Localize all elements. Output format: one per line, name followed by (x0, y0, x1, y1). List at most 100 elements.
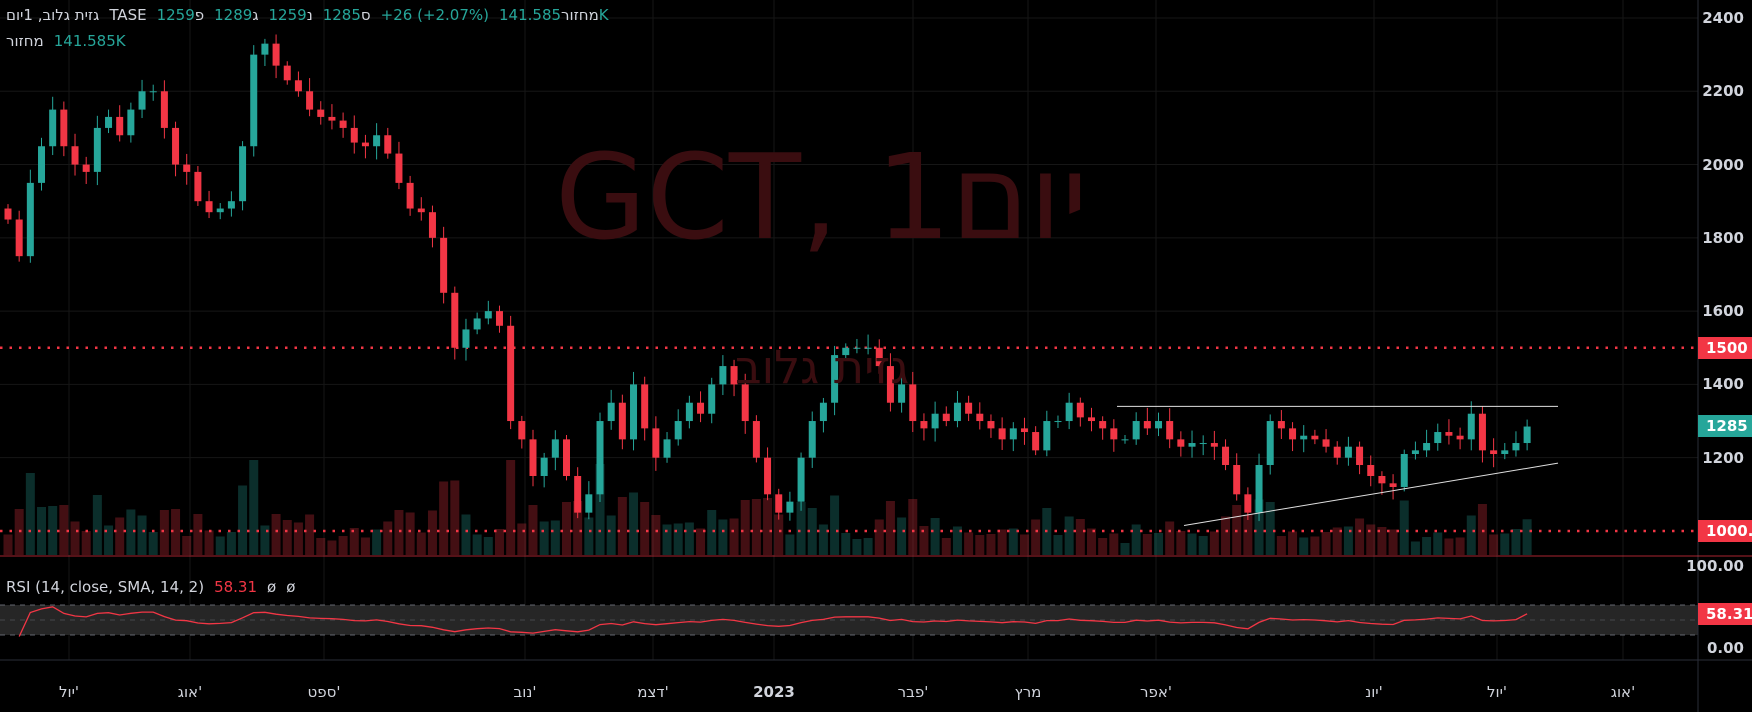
candle-body (1490, 450, 1498, 455)
volume-bar (70, 521, 80, 555)
volume-bar (416, 532, 426, 555)
rsi-value-tag: 58.31 (1698, 603, 1752, 625)
volume-bar (405, 512, 415, 555)
volume-bar (930, 518, 940, 555)
volume-bar (1288, 531, 1298, 555)
volume-bar (394, 510, 404, 555)
candle-body (1300, 435, 1308, 440)
volume-bar (807, 508, 817, 555)
volume-bar (1187, 533, 1197, 555)
candles (4, 34, 1531, 522)
candle-body (831, 355, 839, 403)
volume-bar (651, 515, 661, 555)
symbol-legend[interactable]: גזית גלוב, 1יום TASE 1259פ 1289ג 1259נ 1… (6, 6, 609, 24)
candle-body (361, 142, 369, 147)
candle-body (205, 201, 213, 213)
candle-body (797, 457, 805, 502)
candle-body (272, 43, 280, 66)
volume-bar (606, 515, 616, 555)
candle-body (105, 116, 113, 128)
candle-body (842, 347, 850, 356)
volume-bar (1299, 537, 1309, 555)
open-label: פ (194, 6, 205, 24)
volume-bar (215, 536, 225, 555)
symbol-title[interactable]: גזית גלוב, 1יום (6, 6, 100, 24)
volume-bar (1410, 541, 1420, 555)
volume-bar (1176, 531, 1186, 555)
volume-bar (1086, 528, 1096, 555)
rsi-legend[interactable]: RSI (14, close, SMA, 14, 2) 58.31 ø ø (6, 578, 295, 596)
volume-bar (1142, 534, 1152, 555)
candle-body (1132, 421, 1140, 440)
rsi-axis-0: 0.00 (1706, 639, 1744, 657)
volume-bar (785, 534, 795, 555)
volume-bar (539, 521, 549, 555)
candle-body (1356, 446, 1364, 466)
volume-bar (104, 525, 114, 555)
volume-bar (327, 540, 337, 555)
candle-body (484, 311, 492, 319)
volume-bar (249, 460, 259, 555)
volume-bar (59, 505, 69, 555)
volume-bar (964, 532, 974, 555)
volume-bar (885, 501, 895, 555)
candle-body (294, 80, 302, 92)
volume-bar (1276, 536, 1286, 555)
candle-body (596, 421, 604, 495)
candle-body (708, 384, 716, 414)
volume-bar (1500, 533, 1510, 555)
volume-bar (338, 536, 348, 555)
candle-body (49, 109, 57, 147)
candle-body (1188, 443, 1196, 447)
rsi-label: RSI (14, close, SMA, 14, 2) (6, 578, 205, 596)
candle-body (283, 65, 291, 81)
volume-bar (573, 501, 583, 555)
volume-legend[interactable]: מחזור 141.585K (6, 32, 126, 50)
volume-bar (1064, 516, 1074, 555)
volume-bar (740, 500, 750, 555)
volume-bar (640, 502, 650, 555)
close-label: ס (360, 6, 371, 24)
volume-bar (1075, 519, 1085, 555)
rsi-extra-1: ø (267, 578, 277, 596)
candle-body (1020, 428, 1028, 433)
volume-bar (1209, 531, 1219, 555)
support-trendline[interactable] (1183, 462, 1559, 526)
candle-body (1434, 432, 1442, 444)
candle-body (1087, 417, 1095, 422)
volume-bar (729, 518, 739, 555)
candle-body (38, 146, 46, 183)
candle-body (395, 153, 403, 183)
volume-bar (796, 502, 806, 555)
candle-body (1177, 439, 1185, 447)
volume-label: מחזור (561, 6, 599, 24)
volume-bar (774, 514, 784, 555)
exchange: TASE (109, 6, 147, 24)
candle-body (1233, 465, 1241, 495)
candle-body (15, 219, 23, 257)
candle-body (920, 421, 928, 429)
candle-body (1389, 483, 1397, 487)
candle-body (529, 439, 537, 476)
candle-body (786, 501, 794, 513)
time-axis-label: ספט' (307, 683, 341, 701)
candle-body (976, 413, 984, 422)
candle-body (1210, 443, 1218, 447)
volume-bar (1455, 537, 1465, 555)
volume-bar (293, 522, 303, 555)
candle-body (93, 127, 101, 172)
candle-body (1400, 454, 1408, 487)
change-value: +26 (+2.07%) (380, 6, 489, 24)
trendlines[interactable] (1117, 405, 1559, 526)
volume-bar (1120, 543, 1130, 555)
volume-bar (137, 515, 147, 555)
candle-body (1333, 446, 1341, 458)
candle-body (1054, 421, 1062, 423)
candle-body (942, 413, 950, 422)
volume-bar (696, 528, 706, 555)
volume-bar (908, 499, 918, 555)
volume-bar (383, 521, 393, 555)
candle-body (1266, 421, 1274, 466)
volume-bar (673, 523, 683, 555)
